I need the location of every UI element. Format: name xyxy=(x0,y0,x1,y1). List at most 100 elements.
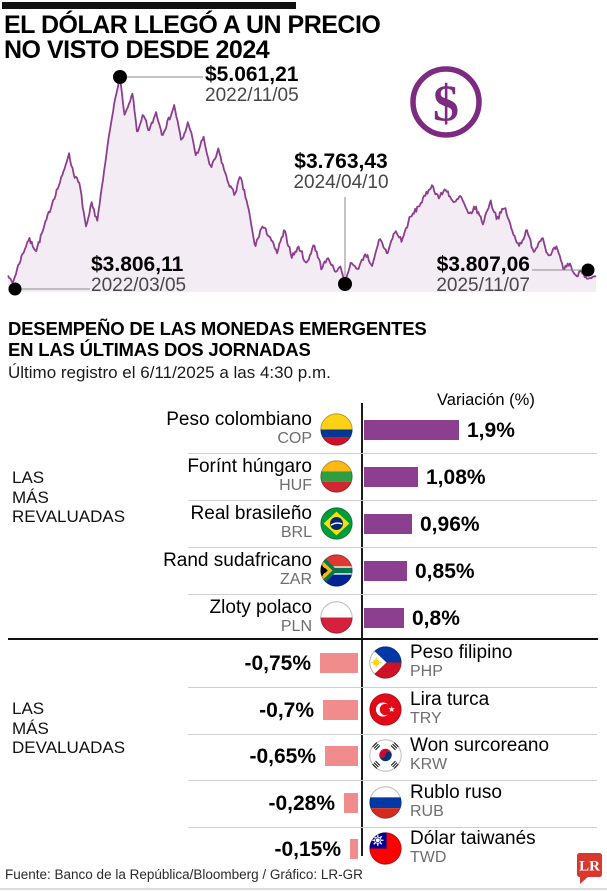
currency-name: Rublo ruso xyxy=(410,781,502,803)
currency-row-rub: Rublo ruso RUB -0,28% xyxy=(0,780,607,827)
header-accent-bar xyxy=(2,2,296,9)
currency-name: Dólar taiwanés xyxy=(410,828,536,849)
page-title: EL DÓLAR LLEGÓ A UN PRECIO NO VISTO DESD… xyxy=(4,11,381,63)
currency-code: PHP xyxy=(410,663,443,680)
flag-icon-poland xyxy=(320,601,353,634)
annotation-end-date: 2025/11/07 xyxy=(436,275,530,296)
row-separator xyxy=(188,826,597,828)
flag-icon-hungary xyxy=(320,460,353,493)
currency-row-php: Peso filipino PHP -0,75% xyxy=(0,640,607,687)
currency-code: TRY xyxy=(410,709,442,727)
flag-wrap xyxy=(369,739,402,777)
group-label-devalued: LAS MÁS DEVALUADAS xyxy=(12,699,126,757)
svg-text:★: ★ xyxy=(388,705,395,714)
flag-icon-taiwan xyxy=(369,832,402,865)
variation-value: 1,08% xyxy=(426,466,486,489)
currency-code: HUF xyxy=(279,477,312,494)
row-separator xyxy=(188,733,597,735)
variation-bar xyxy=(344,792,358,813)
dollar-price-area-chart xyxy=(7,70,597,296)
flag-icon-philippines xyxy=(369,646,402,679)
annotation-peak-date: 2022/11/05 xyxy=(205,85,299,106)
flag-icon-turkey: ★ xyxy=(369,692,402,726)
bar-axis-label: Variación (%) xyxy=(437,391,535,409)
currency-code: KRW xyxy=(410,756,448,773)
variation-value: -0,65% xyxy=(249,745,316,768)
currency-name-block: Peso filipino PHP xyxy=(410,642,512,681)
dollar-circle-icon: $ xyxy=(410,66,482,138)
bar-chart-axis xyxy=(361,403,363,856)
currency-name-block: Lira turca TRY xyxy=(410,689,489,728)
currency-name: Zloty polaco xyxy=(209,597,312,618)
currency-code: TWD xyxy=(410,849,447,866)
currency-code: ZAR xyxy=(280,571,312,588)
flag-icon-colombia xyxy=(320,413,353,446)
variation-bar xyxy=(364,514,412,534)
variation-bar xyxy=(320,653,358,673)
flag-wrap xyxy=(369,832,402,870)
callout-dot-peak xyxy=(113,70,127,84)
currency-name-block: Real brasileño BRL xyxy=(0,503,312,542)
currency-code: COP xyxy=(277,430,312,447)
annotation-end-value: $3.807,06 xyxy=(436,253,530,276)
flag-wrap xyxy=(320,413,353,451)
currency-name: Won surcoreano xyxy=(410,735,550,756)
currency-name: Peso colombiano xyxy=(166,409,312,430)
callout-dot-low xyxy=(338,277,352,291)
group-label-revalued: LAS MÁS REVALUADAS xyxy=(12,468,126,526)
svg-text:LR: LR xyxy=(579,859,600,875)
currency-code: BRL xyxy=(280,524,312,541)
variation-bar xyxy=(364,561,407,581)
currency-name: Forínt húngaro xyxy=(187,456,312,477)
flag-wrap xyxy=(369,785,402,824)
flag-wrap: ★ xyxy=(369,692,402,731)
currency-code: RUB xyxy=(410,802,444,820)
svg-text:$: $ xyxy=(433,76,459,133)
currency-name-block: Forínt húngaro HUF xyxy=(0,456,312,495)
currency-name: Peso filipino xyxy=(410,642,513,663)
currency-row-try: Lira turca TRY ★ -0,7% xyxy=(0,687,607,734)
currency-row-huf: Forínt húngaro HUF 1,08% xyxy=(0,454,607,501)
currency-name-block: Rand sudafricano ZAR xyxy=(0,550,312,589)
row-separator xyxy=(188,687,597,688)
currency-code: PLN xyxy=(280,618,312,635)
currency-row-brl: Real brasileño BRL 0,96% xyxy=(0,501,607,548)
flag-wrap xyxy=(320,554,353,592)
variation-value: 0,96% xyxy=(420,513,480,536)
section-title-line1: DESEMPEÑO DE LAS MONEDAS EMERGENTES xyxy=(8,318,427,339)
section-subtitle: Último registro el 6/11/2025 a las 4:30 … xyxy=(8,363,331,382)
page-title-line1: EL DÓLAR LLEGÓ A UN PRECIO xyxy=(4,11,381,39)
footer-divider xyxy=(0,888,607,890)
currency-name-block: Won surcoreano KRW xyxy=(410,735,549,774)
currency-row-pln: Zloty polaco PLN 0,8% xyxy=(0,595,607,642)
price-line xyxy=(7,76,597,284)
flag-icon-south-korea xyxy=(369,739,402,772)
currency-row-krw: Won surcoreano KRW -0,65% xyxy=(0,733,607,780)
variation-bar xyxy=(325,746,358,766)
variation-value: -0,15% xyxy=(274,838,341,861)
currency-name-block: Dólar taiwanés TWD xyxy=(410,828,536,867)
lr-logo: LR xyxy=(577,853,602,884)
section-title-line2: EN LAS ÚLTIMAS DOS JORNADAS xyxy=(8,339,311,360)
callout-dot-start xyxy=(8,282,22,296)
currency-row-twd: Dólar taiwanés TWD -0,15% xyxy=(0,826,607,873)
row-separator xyxy=(188,453,597,454)
currency-name: Rand sudafricano xyxy=(163,550,312,571)
variation-value: -0,7% xyxy=(259,698,314,722)
flag-icon-russia xyxy=(369,785,402,819)
variation-value: -0,75% xyxy=(244,652,311,675)
flag-wrap xyxy=(369,646,402,684)
variation-value: 0,8% xyxy=(412,607,460,630)
variation-bar xyxy=(364,420,459,440)
currency-row-cop: Peso colombiano COP 1,9% xyxy=(0,407,607,454)
currency-name: Lira turca xyxy=(410,688,490,710)
variation-bar xyxy=(323,699,358,720)
flag-wrap xyxy=(320,460,353,498)
currency-name: Real brasileño xyxy=(190,503,312,524)
currency-row-zar: Rand sudafricano ZAR 0,85% xyxy=(0,548,607,595)
flag-wrap xyxy=(320,601,353,639)
annotation-low-date: 2024/04/10 xyxy=(293,172,389,193)
currency-name-block: Peso colombiano COP xyxy=(0,409,312,448)
annotation-low-value: $3.763,43 xyxy=(294,150,388,173)
